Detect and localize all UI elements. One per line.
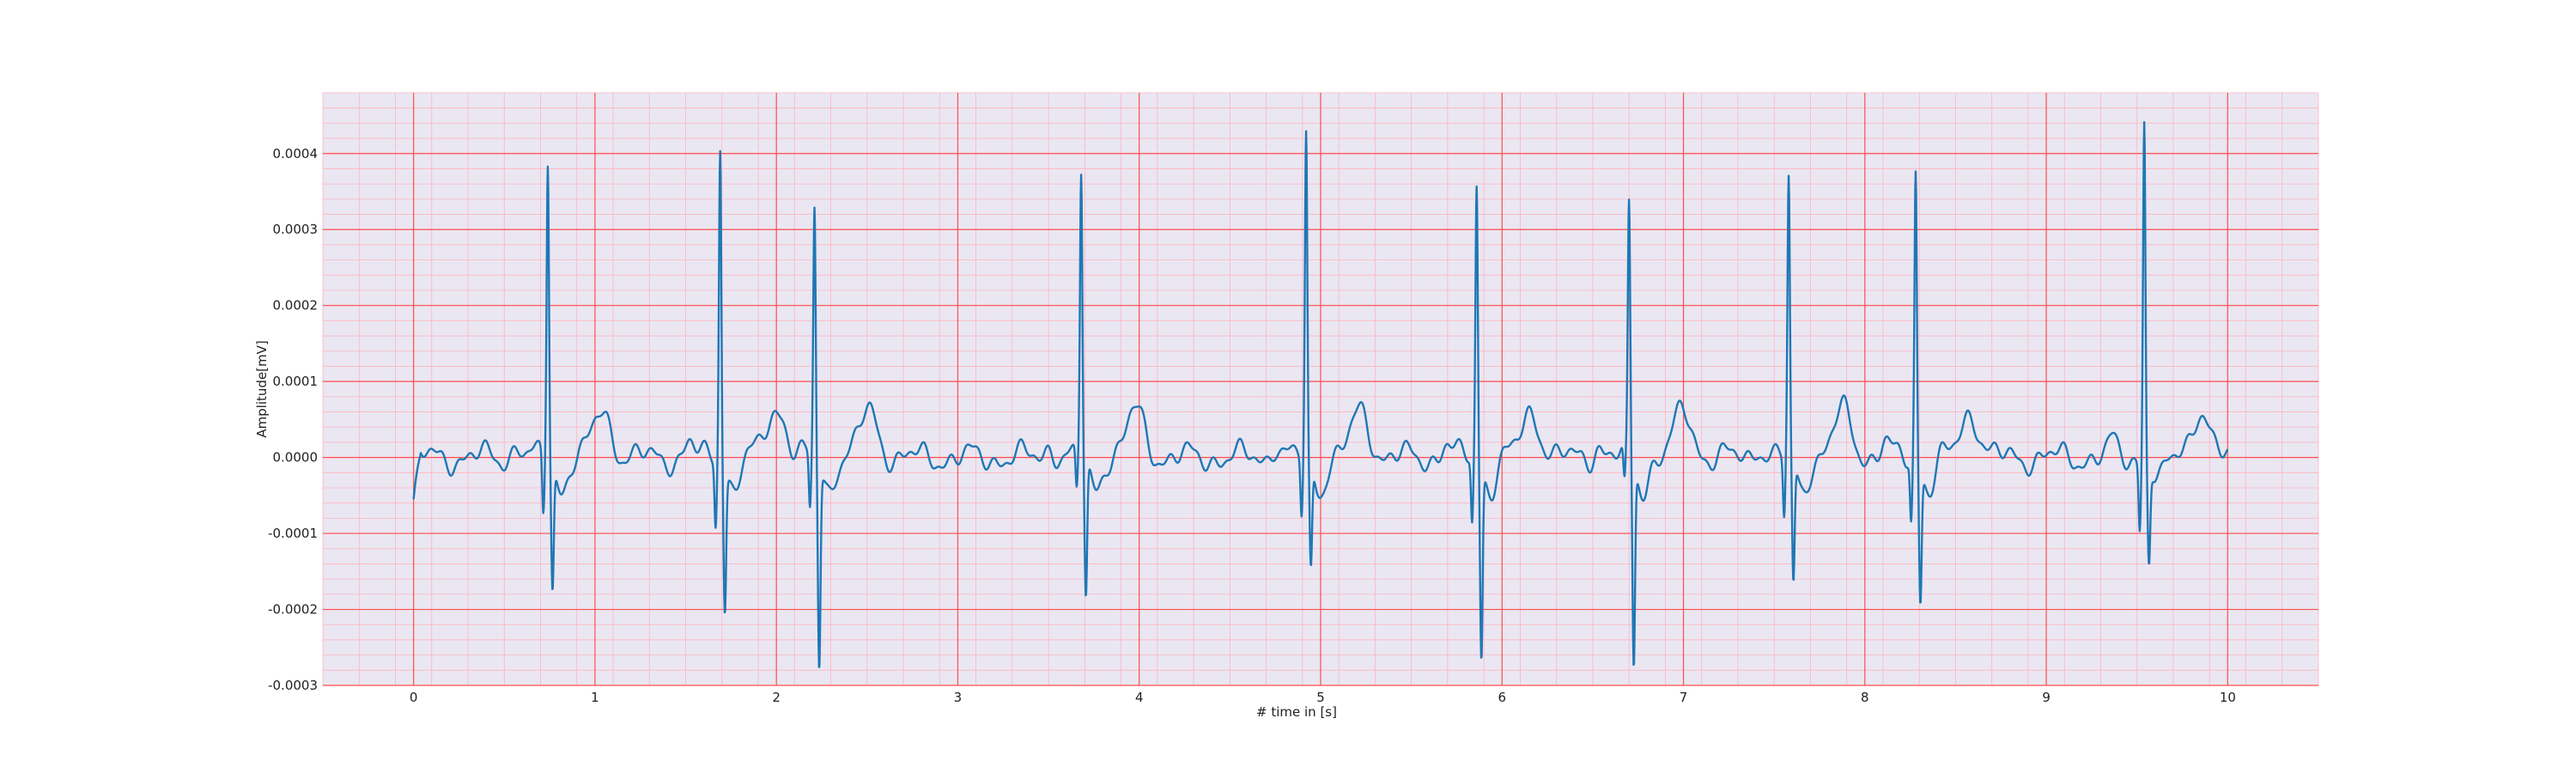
y-tick-label: -0.0002 xyxy=(268,602,318,618)
x-tick-label: 2 xyxy=(772,690,781,705)
y-tick-label: -0.0003 xyxy=(268,678,318,693)
x-tick-label: 0 xyxy=(410,690,418,705)
x-axis-ticks: 0 1 2 3 4 5 6 7 8 9 10 xyxy=(410,690,2236,705)
y-tick-label: 0.0001 xyxy=(273,374,319,389)
y-tick-label: 0.0004 xyxy=(273,146,319,161)
x-tick-label: 5 xyxy=(1316,690,1325,705)
x-tick-label: 1 xyxy=(591,690,599,705)
x-tick-label: 7 xyxy=(1680,690,1688,705)
x-tick-label: 10 xyxy=(2220,690,2236,705)
y-tick-label: -0.0001 xyxy=(268,526,318,541)
ecg-series-0 xyxy=(412,120,2229,669)
y-axis-ticks: -0.0003 -0.0002 -0.0001 0.0000 0.0001 0.0002 0… xyxy=(268,146,318,693)
major-grid xyxy=(323,93,2318,686)
x-tick-label: 6 xyxy=(1498,690,1506,705)
y-tick-label: 0.0000 xyxy=(273,450,319,466)
x-tick-label: 8 xyxy=(1861,690,1869,705)
y-axis-label: Amplitude[mV] xyxy=(254,340,270,437)
x-axis-label: # time in [s] xyxy=(1256,704,1337,720)
x-tick-label: 4 xyxy=(1135,690,1144,705)
x-tick-label: 9 xyxy=(2042,690,2050,705)
series-layer xyxy=(412,120,2229,669)
y-tick-label: 0.0002 xyxy=(273,298,319,313)
x-tick-label: 3 xyxy=(954,690,963,705)
y-tick-label: 0.0003 xyxy=(273,222,319,237)
